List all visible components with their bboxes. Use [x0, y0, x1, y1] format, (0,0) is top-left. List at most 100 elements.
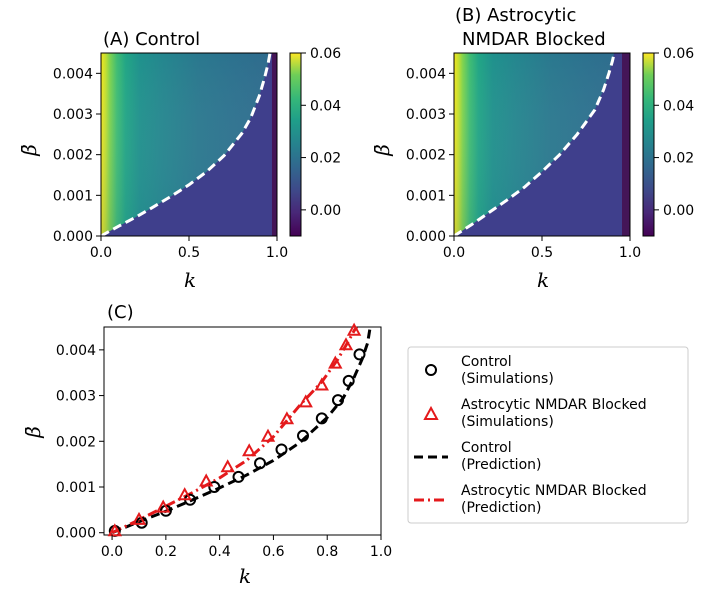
legend-marker-blocked-sim: [423, 405, 439, 420]
blocked-sim-point: [199, 473, 214, 487]
y-tick-label: 0.000: [53, 229, 93, 245]
control-sim-point: [232, 470, 245, 483]
blocked-sim-point: [131, 511, 147, 525]
y-tick-label: 0.002: [406, 148, 446, 164]
y-tick-label: 0.000: [56, 526, 96, 542]
panel-b-title-line2: NMDAR Blocked: [462, 29, 606, 50]
y-tick-label: 0.001: [56, 480, 96, 496]
x-tick-label: 0.0: [443, 245, 465, 261]
colorbar-tick-label: 0.02: [310, 151, 341, 167]
simulation-markers: [107, 322, 366, 537]
x-tick-label: 0.0: [90, 245, 112, 261]
blocked-sim-point: [220, 459, 235, 473]
x-tick-label: 0.5: [178, 245, 200, 261]
x-axis-label-b: k: [537, 268, 549, 292]
boundary-curve-a: [100, 52, 272, 238]
control-sim-point: [315, 412, 328, 425]
x-tick-label: 0.5: [531, 245, 553, 261]
y-tick-label: 0.003: [56, 389, 96, 405]
x-tick-label: 1.0: [619, 245, 641, 261]
colorbar-tick-label: 0.02: [663, 151, 694, 167]
legend-label-blocked-pred-1: Astrocytic NMDAR Blocked: [461, 483, 647, 499]
y-axis-label-b: β̄: [370, 144, 394, 157]
legend-box: [407, 346, 689, 524]
y-tick-label: 0.003: [53, 107, 93, 123]
colorbar-a-gradient: [289, 52, 302, 237]
blocked-sim-point: [338, 337, 354, 351]
y-tick-label: 0.001: [406, 188, 446, 204]
y-tick-label: 0.002: [56, 434, 96, 450]
y-tick-label: 0.004: [406, 66, 446, 82]
panel-a: 0.0 0.5 1.0 0.000 0.001 0.002 0.003 0.004 (A) …: [17, 29, 341, 292]
y-ticks-b: 0.000 0.001 0.002 0.003 0.004: [406, 66, 454, 245]
colorbar-tick-label: 0.04: [663, 98, 694, 114]
legend-label-control-pred-1: Control: [461, 440, 512, 456]
control-sim-point: [297, 429, 309, 442]
colorbar-tick-label: 0.00: [663, 203, 694, 219]
y-axis-label-c: β̄: [21, 426, 45, 439]
x-ticks-b: 0.0 0.5 1.0: [443, 236, 641, 261]
x-tick-label: 0.2: [155, 544, 177, 560]
blocked-sim-point: [279, 411, 295, 425]
colorbar-tick-label: 0.04: [310, 98, 341, 114]
colorbar-b-gradient: [642, 52, 655, 237]
legend-label-blocked-sim-2: (Simulations): [461, 414, 554, 430]
x-axis-label-c: k: [239, 564, 251, 588]
colorbar-a: 0.00 0.02 0.04 0.06: [289, 46, 341, 237]
legend-label-control-sim-1: Control: [461, 354, 512, 370]
legend-label-control-sim-2: (Simulations): [461, 371, 554, 387]
colorbar-b: 0.00 0.02 0.04 0.06: [642, 46, 694, 237]
colorbar-a-ticks: 0.00 0.02 0.04 0.06: [301, 46, 341, 219]
blocked-sim-point: [298, 394, 313, 408]
y-ticks-c: 0.000 0.001 0.002 0.003 0.004: [56, 343, 104, 542]
blocked-sim-point: [156, 499, 171, 513]
x-ticks-c: 0.0 0.2 0.4 0.6 0.8 1.0: [101, 535, 392, 560]
legend-marker-control-sim: [425, 364, 437, 376]
legend-label-blocked-pred-2: (Prediction): [461, 500, 541, 516]
axes-frame-c: [103, 326, 382, 536]
panel-a-title: (A) Control: [103, 29, 200, 50]
blocked-sim-point: [242, 443, 257, 457]
panel-c: 0.0 0.2 0.4 0.6 0.8 1.0 0.0000.0010.0020.0030…: [21, 302, 689, 588]
legend-label-control-pred-2: (Prediction): [461, 457, 541, 473]
control-sim-point: [353, 348, 366, 361]
colorbar-tick-label: 0.06: [663, 46, 694, 62]
blocked-sim-point: [177, 487, 192, 501]
x-tick-label: 0.4: [209, 544, 231, 560]
blocked-sim-point: [346, 322, 362, 336]
y-tick-label: 0.004: [56, 343, 96, 359]
y-tick-label: 0.001: [53, 188, 93, 204]
y-ticks-a: 0.000 0.001 0.002 0.003 0.004: [53, 66, 101, 245]
y-tick-label: 0.002: [53, 148, 93, 164]
y-tick-label: 0.004: [53, 66, 93, 82]
blocked-sim-point: [260, 428, 276, 442]
legend: Control (Simulations) Astrocytic NMDAR B…: [407, 346, 689, 524]
x-tick-label: 1.0: [370, 544, 392, 560]
blocked-sim-point: [314, 377, 329, 391]
control-sim-point: [342, 374, 355, 387]
region-below-boundary-b: [454, 53, 630, 236]
blocked-sim-point: [107, 523, 122, 537]
region-below-boundary-a: [101, 53, 277, 236]
y-axis-label-a: β̄: [17, 144, 41, 157]
x-tick-label: 0.0: [101, 544, 123, 560]
colorbar-tick-label: 0.06: [310, 46, 341, 62]
control-sim-point: [332, 394, 344, 407]
colorbar-tick-label: 0.00: [310, 203, 341, 219]
region-edge-a: [271, 53, 277, 236]
x-axis-label-a: k: [184, 268, 196, 292]
y-tick-label: 0.003: [406, 107, 446, 123]
x-tick-label: 0.8: [316, 544, 338, 560]
panel-c-title: (C): [107, 302, 134, 323]
control-sim-point: [254, 457, 266, 470]
blocked-sim-point: [328, 355, 343, 369]
x-ticks-a: 0.0 0.5 1.0: [90, 236, 288, 261]
control-sim-point: [208, 481, 221, 493]
control-sim-point: [275, 443, 288, 456]
x-tick-label: 1.0: [266, 245, 288, 261]
y-tick-label: 0.000: [406, 229, 446, 245]
panel-b-title-line1: (B) Astrocytic: [455, 5, 576, 26]
colorbar-b-ticks: 0.00 0.02 0.04 0.06: [654, 46, 694, 219]
legend-label-blocked-sim-1: Astrocytic NMDAR Blocked: [461, 397, 647, 413]
